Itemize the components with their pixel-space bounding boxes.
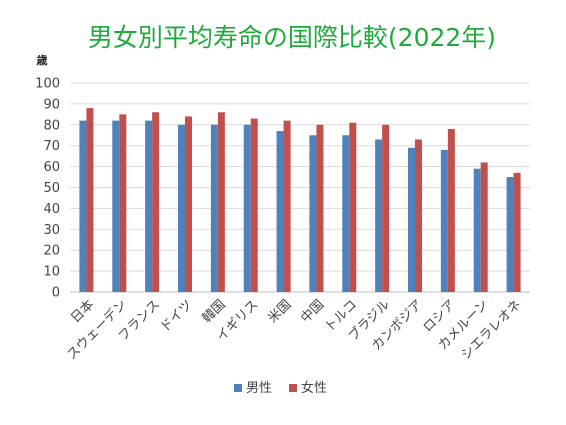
y-tick-label: 80 (43, 118, 60, 133)
bar-female (349, 122, 357, 293)
bar-female (152, 112, 160, 292)
bar-male (79, 120, 87, 293)
bar-male (178, 124, 185, 292)
bar-female (480, 162, 488, 292)
y-tick-label: 0 (52, 286, 60, 301)
legend-swatch-female (289, 384, 297, 392)
y-tick-label: 50 (43, 181, 60, 196)
chart-title: 男女別平均寿命の国際比較(2022年) (88, 23, 496, 52)
category-label: 中国 (298, 297, 327, 326)
gridlines (70, 82, 530, 293)
legend-label-female: 女性 (301, 380, 327, 396)
y-tick-label: 90 (43, 97, 60, 112)
bar-female (447, 128, 455, 292)
y-tick-label: 10 (43, 265, 60, 280)
bar-male (210, 124, 218, 292)
bar-female (185, 116, 192, 292)
category-label: 日本 (68, 297, 97, 326)
bar-male (243, 124, 251, 292)
bar-male (506, 177, 514, 292)
bars (79, 108, 521, 293)
bar-female (513, 172, 521, 292)
bar-female (86, 108, 94, 292)
legend-swatch-male (234, 384, 242, 392)
bar-female (415, 139, 422, 292)
bar-male (473, 168, 481, 292)
y-axis-unit-label: 歳 (37, 53, 48, 67)
category-label: 韓国 (200, 297, 229, 326)
bar-male (342, 135, 350, 292)
y-tick-label: 40 (43, 202, 60, 217)
bar-male (375, 139, 383, 292)
bar-female (250, 118, 258, 292)
category-label: 米国 (265, 297, 294, 326)
bar-male (112, 120, 120, 293)
category-label: ドイツ (158, 297, 196, 335)
y-tick-label: 70 (43, 139, 60, 154)
legend-label-male: 男性 (246, 381, 272, 396)
bar-male (145, 120, 153, 293)
bar-male (440, 149, 448, 292)
y-tick-label: 30 (43, 223, 60, 238)
bar-female (217, 112, 225, 292)
bar-female (382, 124, 390, 292)
bar-female (119, 114, 127, 292)
bar-female (316, 124, 324, 292)
bar-male (276, 131, 284, 292)
bar-female (283, 120, 291, 293)
y-tick-label: 60 (43, 160, 60, 175)
bar-male (309, 135, 317, 292)
y-tick-label: 100 (35, 77, 60, 92)
y-tick-label: 20 (43, 244, 60, 259)
legend: 男性 女性 (234, 380, 327, 396)
y-axis-ticks: 0 10 20 30 40 50 60 70 80 90 100 (35, 77, 60, 301)
bar-male (408, 147, 415, 292)
